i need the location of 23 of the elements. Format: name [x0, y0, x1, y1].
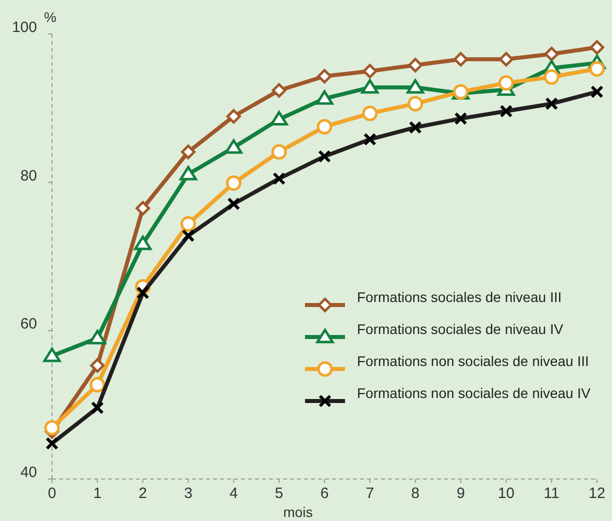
x-tick-label: 12 — [588, 485, 606, 502]
x-tick-label: 9 — [456, 485, 465, 502]
x-tick-label: 4 — [229, 485, 238, 502]
x-tick-label: 0 — [48, 485, 56, 502]
y-tick-label: 60 — [20, 316, 37, 333]
legend-label: Formations sociales de niveau IV — [357, 321, 564, 337]
x-tick-label: 11 — [544, 485, 560, 502]
x-tick-label: 10 — [498, 485, 515, 502]
x-axis-title: mois — [283, 504, 313, 520]
x-tick-label: 8 — [411, 485, 420, 502]
x-tick-label: 1 — [93, 485, 102, 502]
x-tick-label: 7 — [366, 485, 374, 502]
y-tick-label: 40 — [20, 464, 37, 481]
x-tick-label: 2 — [138, 485, 148, 502]
legend-label: Formations non sociales de niveau IV — [357, 385, 592, 401]
y-tick-label: 80 — [20, 167, 37, 184]
x-tick-label: 5 — [274, 485, 284, 502]
legend-label: Formations non sociales de niveau III — [357, 353, 589, 369]
x-tick-label: 6 — [320, 485, 329, 502]
x-tick-label: 3 — [184, 485, 192, 502]
y-tick-label: 100 — [12, 19, 37, 36]
y-axis-title: % — [44, 9, 56, 25]
legend-label: Formations sociales de niveau III — [357, 289, 562, 305]
